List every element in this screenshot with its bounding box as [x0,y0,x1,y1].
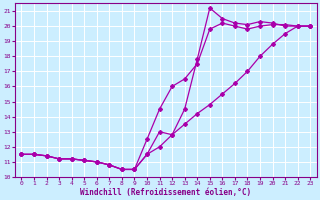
X-axis label: Windchill (Refroidissement éolien,°C): Windchill (Refroidissement éolien,°C) [80,188,252,197]
